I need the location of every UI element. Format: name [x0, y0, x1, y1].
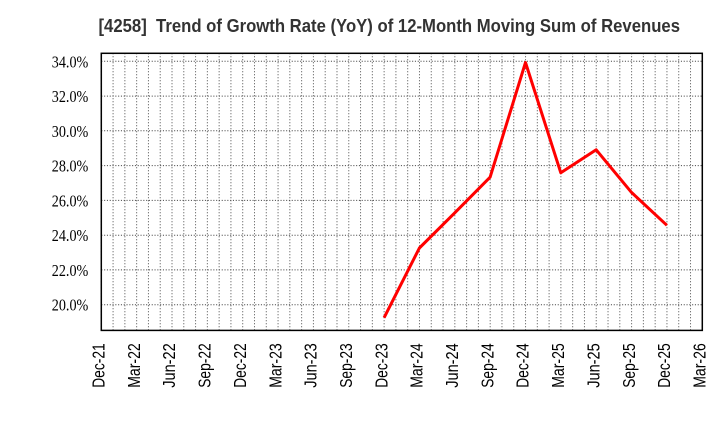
svg-text:30.0%: 30.0% — [52, 122, 89, 141]
svg-text:Dec-24: Dec-24 — [513, 343, 533, 388]
svg-text:Dec-23: Dec-23 — [371, 343, 391, 388]
svg-text:22.0%: 22.0% — [52, 261, 89, 280]
svg-text:Jun-22: Jun-22 — [159, 343, 179, 388]
svg-text:34.0%: 34.0% — [52, 52, 89, 71]
svg-text:Dec-22: Dec-22 — [230, 343, 250, 388]
svg-text:Jun-25: Jun-25 — [583, 343, 603, 388]
svg-text:Dec-21: Dec-21 — [89, 343, 109, 388]
svg-text:20.0%: 20.0% — [52, 296, 89, 315]
svg-text:[4258] Trend of Growth Rate (: [4258] Trend of Growth Rate (YoY) of 12-… — [99, 16, 681, 36]
svg-text:Jun-23: Jun-23 — [301, 343, 321, 388]
svg-text:32.0%: 32.0% — [52, 87, 89, 106]
svg-text:Sep-24: Sep-24 — [477, 343, 497, 388]
svg-text:Sep-22: Sep-22 — [195, 343, 215, 388]
svg-text:28.0%: 28.0% — [52, 157, 89, 176]
svg-text:Sep-23: Sep-23 — [336, 343, 356, 388]
svg-text:Mar-25: Mar-25 — [548, 343, 568, 388]
svg-text:Mar-24: Mar-24 — [407, 343, 427, 388]
svg-text:Dec-25: Dec-25 — [654, 343, 674, 388]
svg-text:Mar-22: Mar-22 — [124, 343, 144, 388]
svg-text:26.0%: 26.0% — [52, 191, 89, 210]
svg-text:Mar-23: Mar-23 — [265, 343, 285, 388]
svg-text:Sep-25: Sep-25 — [619, 343, 639, 388]
svg-text:24.0%: 24.0% — [52, 226, 89, 245]
svg-text:Jun-24: Jun-24 — [442, 343, 462, 388]
svg-text:Mar-26: Mar-26 — [690, 343, 710, 388]
